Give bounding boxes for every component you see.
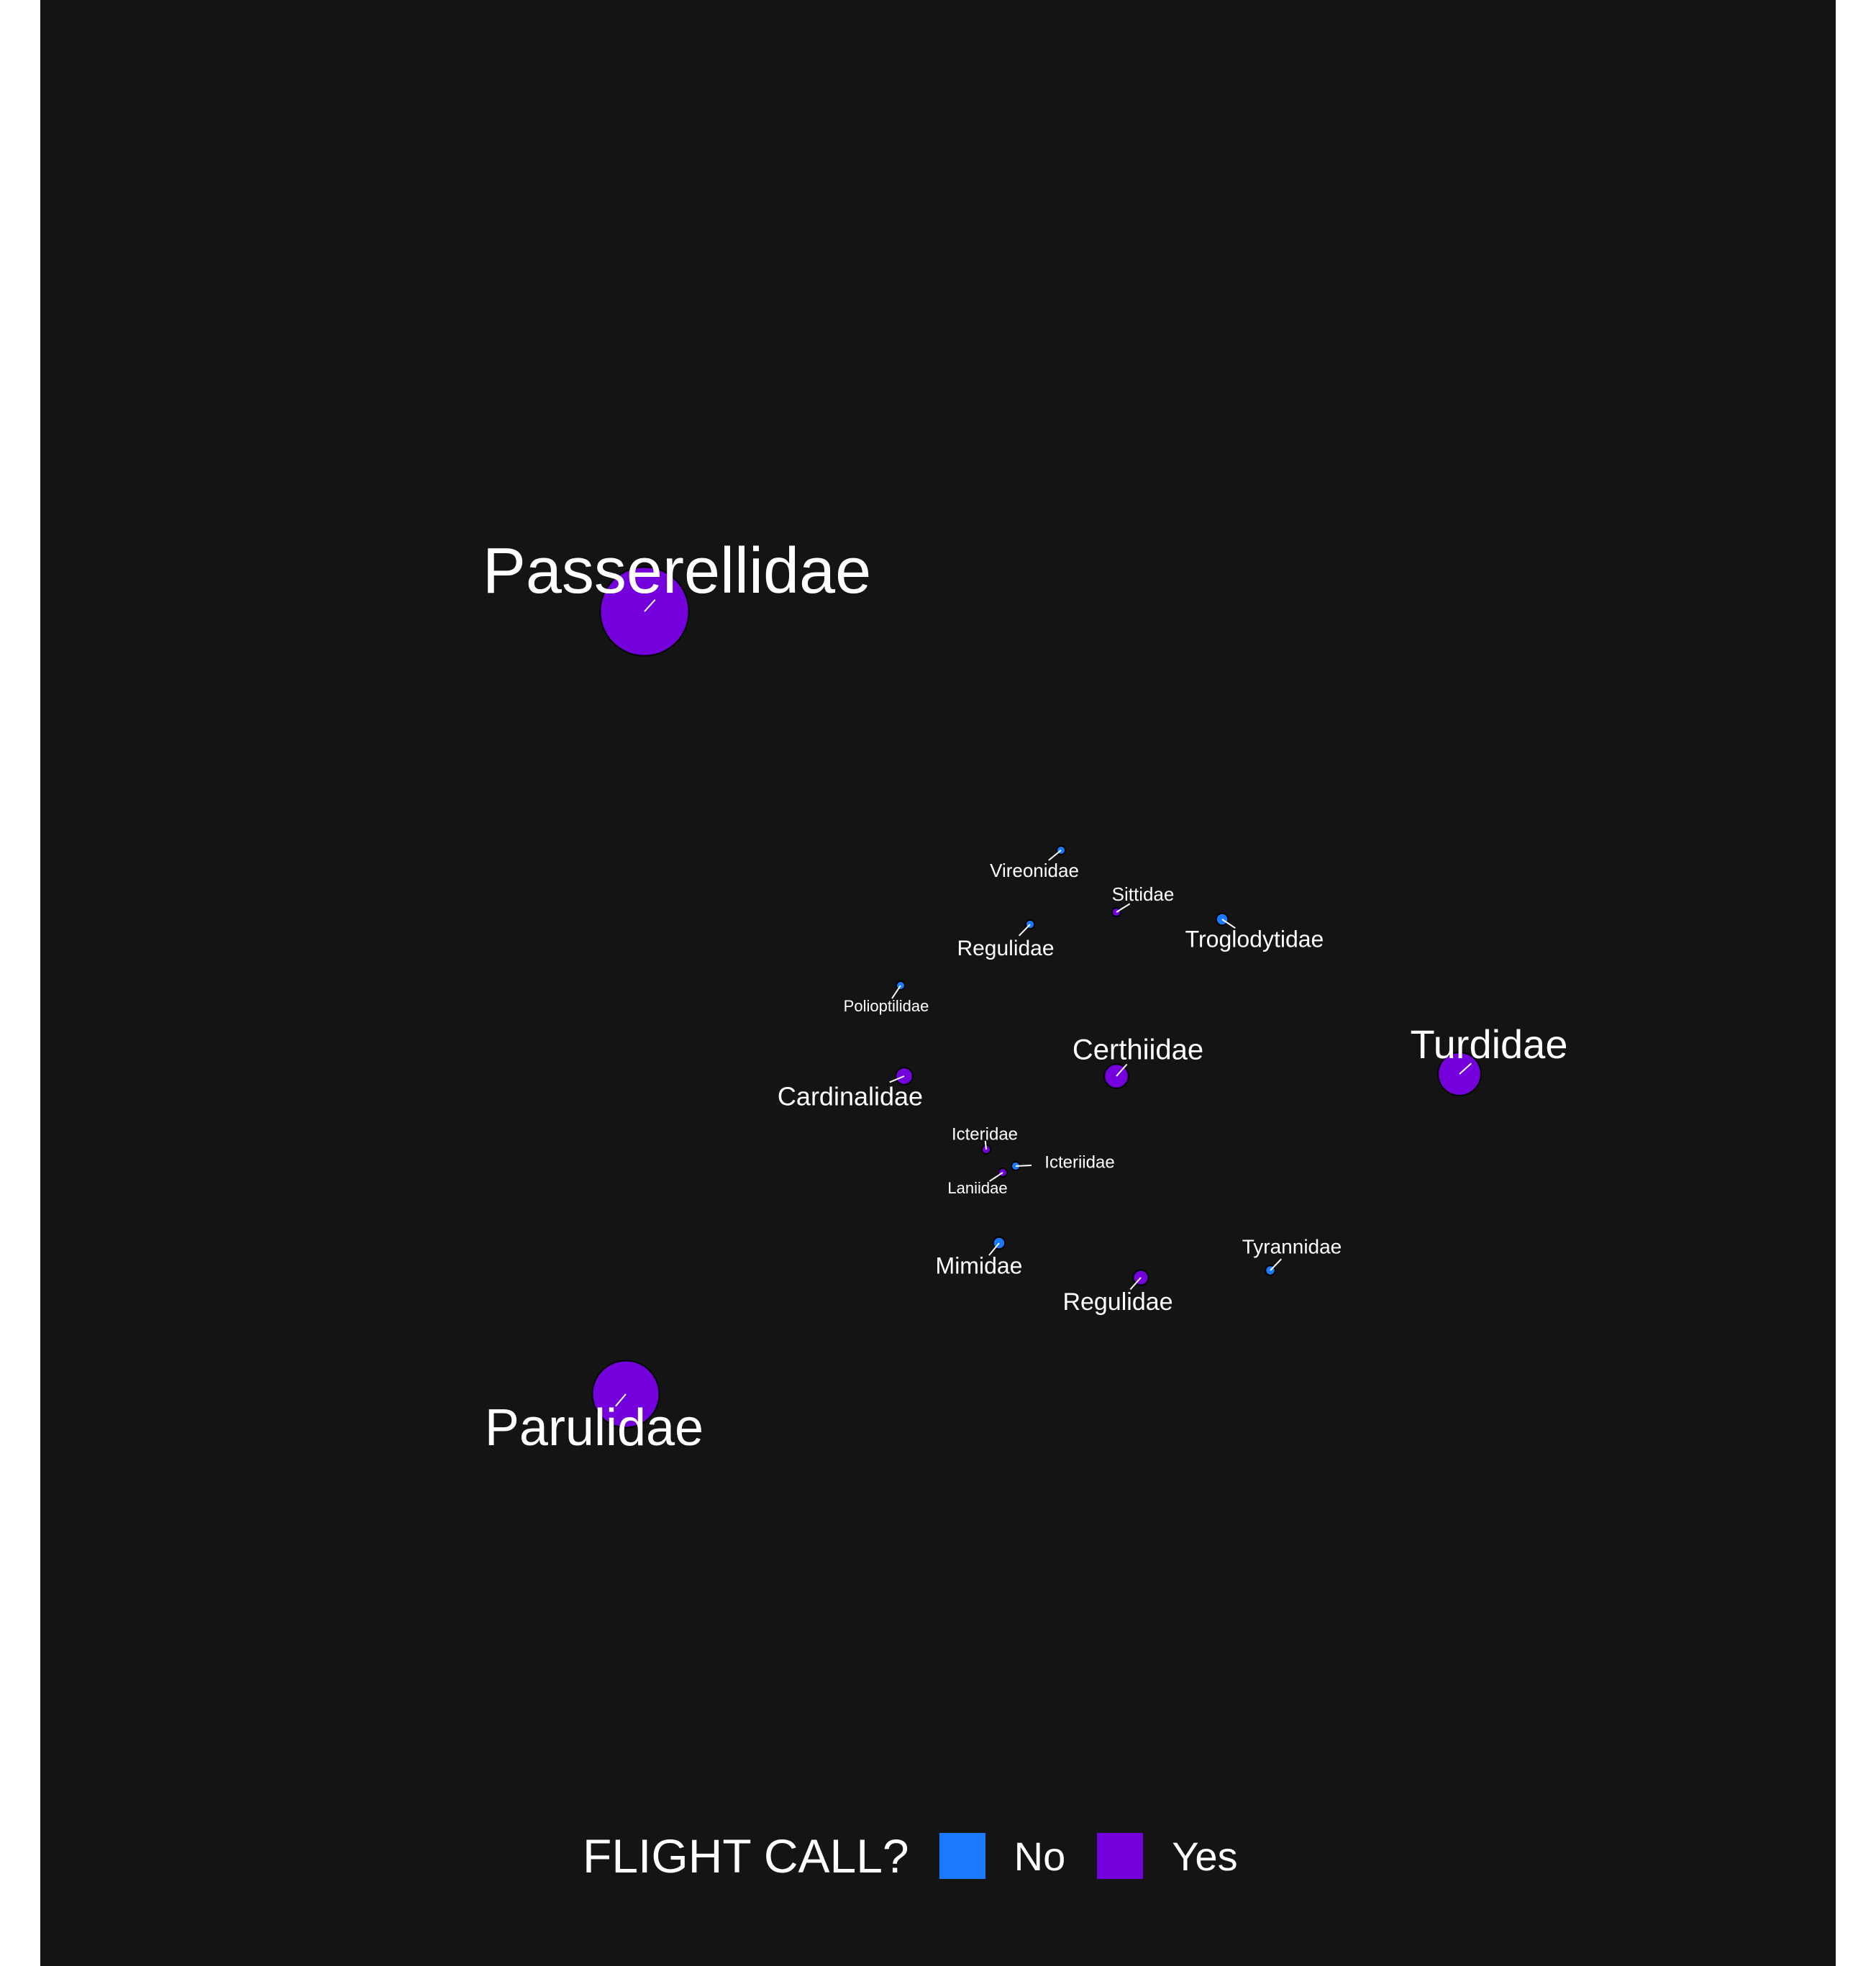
leader-troglodytidae-5 bbox=[1221, 919, 1236, 929]
leader-regulidae-9 bbox=[1018, 924, 1031, 937]
leader-passerellidae-0 bbox=[644, 599, 656, 612]
leader-parulidae-1 bbox=[615, 1393, 627, 1407]
label-vireonidae-11: Vireonidae bbox=[990, 860, 1079, 881]
label-tyrannidae-8: Tyrannidae bbox=[1242, 1235, 1342, 1257]
label-regulidae-7: Regulidae bbox=[1062, 1288, 1172, 1316]
legend-title: FLIGHT CALL? bbox=[583, 1829, 909, 1883]
legend-key-no bbox=[939, 1833, 985, 1879]
label-passerellidae-0: Passerellidae bbox=[483, 535, 871, 607]
leader-icteriidae-13 bbox=[1015, 1165, 1032, 1167]
leader-vireonidae-11 bbox=[1048, 850, 1062, 861]
leader-regulidae-7 bbox=[1129, 1277, 1142, 1291]
label-sittidae-10: Sittidae bbox=[1112, 883, 1175, 905]
bubble-chart: Passerellidae Parulidae Turdidae Certhiidae… bbox=[483, 535, 1568, 1457]
leader-tyrannidae-8 bbox=[1270, 1258, 1283, 1271]
leader-cardinalidae-4 bbox=[889, 1075, 905, 1083]
legend-key-yes bbox=[1097, 1833, 1144, 1879]
leader-sittidae-10 bbox=[1116, 903, 1131, 913]
leader-mimidae-6 bbox=[988, 1242, 1000, 1256]
label-laniidae-15: Laniidae bbox=[947, 1179, 1007, 1197]
leader-polioptilidae-14 bbox=[891, 985, 901, 999]
legend-label-no: No bbox=[1014, 1833, 1066, 1879]
leader-icteridae-12 bbox=[984, 1140, 987, 1150]
label-troglodytidae-5: Troglodytidae bbox=[1185, 926, 1324, 952]
label-cardinalidae-4: Cardinalidae bbox=[778, 1082, 923, 1111]
plot-panel: Passerellidae Parulidae Turdidae Certhiidae… bbox=[40, 0, 1836, 1966]
leader-certhiidae-3 bbox=[1116, 1063, 1128, 1077]
label-mimidae-6: Mimidae bbox=[936, 1252, 1023, 1278]
leader-laniidae-15 bbox=[989, 1172, 1003, 1182]
label-turdidae-2: Turdidae bbox=[1411, 1021, 1568, 1067]
label-icteriidae-13: Icteriidae bbox=[1044, 1152, 1114, 1172]
legend: FLIGHT CALL? No Yes bbox=[583, 1824, 1270, 1888]
legend-label-yes: Yes bbox=[1172, 1833, 1238, 1879]
label-polioptilidae-14: Polioptilidae bbox=[844, 997, 929, 1015]
leader-turdidae-2 bbox=[1459, 1062, 1472, 1075]
label-icteridae-12: Icteridae bbox=[952, 1124, 1018, 1144]
label-parulidae-1: Parulidae bbox=[485, 1399, 704, 1457]
label-regulidae-9: Regulidae bbox=[957, 937, 1054, 960]
label-certhiidae-3: Certhiidae bbox=[1073, 1034, 1203, 1066]
